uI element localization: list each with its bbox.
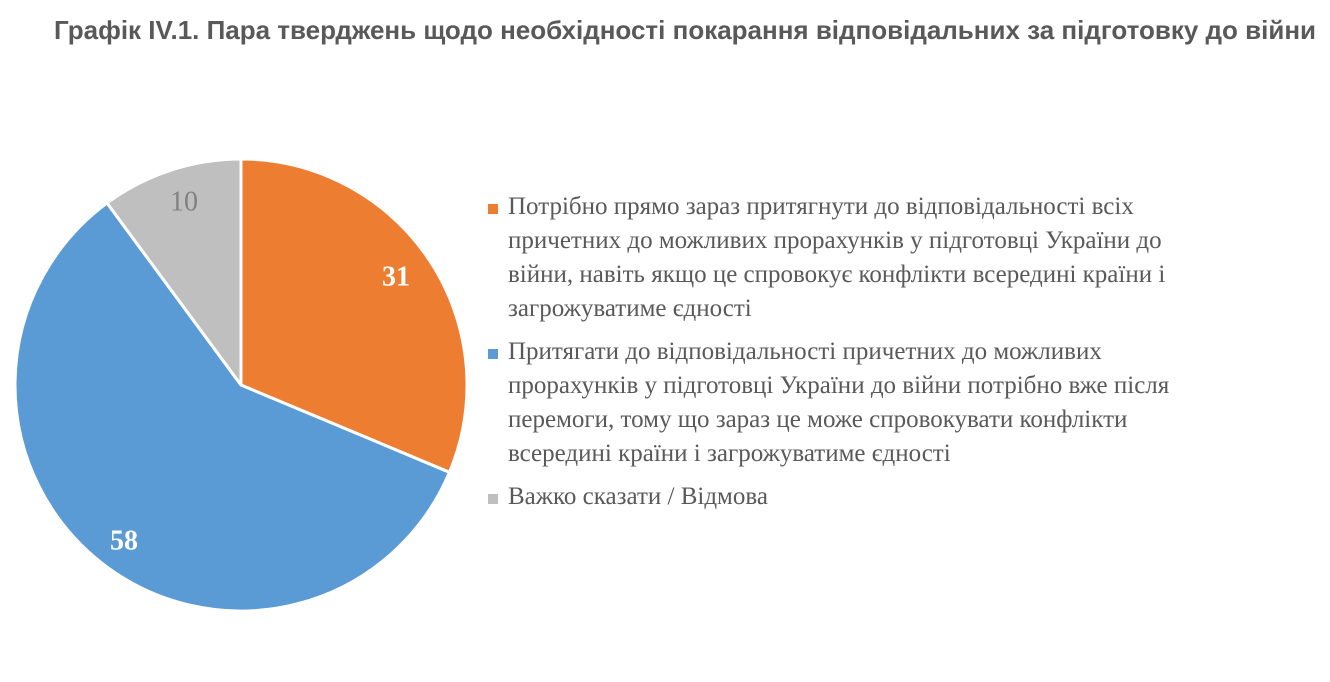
- legend-item: Потрібно прямо зараз притягнути до відпо…: [488, 190, 1208, 326]
- slice-orange: [239, 157, 469, 474]
- legend-item: Важко сказати / Відмова: [488, 480, 1208, 514]
- pie-chart: 31 58 10: [13, 157, 469, 613]
- legend-label: Важко сказати / Відмова: [508, 483, 768, 510]
- legend-marker-orange: [488, 204, 498, 214]
- chart-title: Графік IV.1. Пара тверджень щодо необхід…: [53, 15, 1317, 45]
- legend: Потрібно прямо зараз притягнути до відпо…: [488, 190, 1208, 523]
- slice-gray: [105, 157, 243, 387]
- slice-value-label: 58: [110, 525, 138, 556]
- legend-marker-gray: [488, 494, 498, 504]
- legend-label: Притягати до відповідальності причетних …: [508, 338, 1170, 467]
- legend-marker-blue: [488, 349, 498, 359]
- legend-label: Потрібно прямо зараз притягнути до відпо…: [508, 193, 1166, 322]
- legend-item: Притягати до відповідальності причетних …: [488, 335, 1208, 471]
- slice-blue: [13, 201, 451, 613]
- slice-value-label: 31: [382, 261, 410, 292]
- slice-value-label: 10: [170, 186, 198, 217]
